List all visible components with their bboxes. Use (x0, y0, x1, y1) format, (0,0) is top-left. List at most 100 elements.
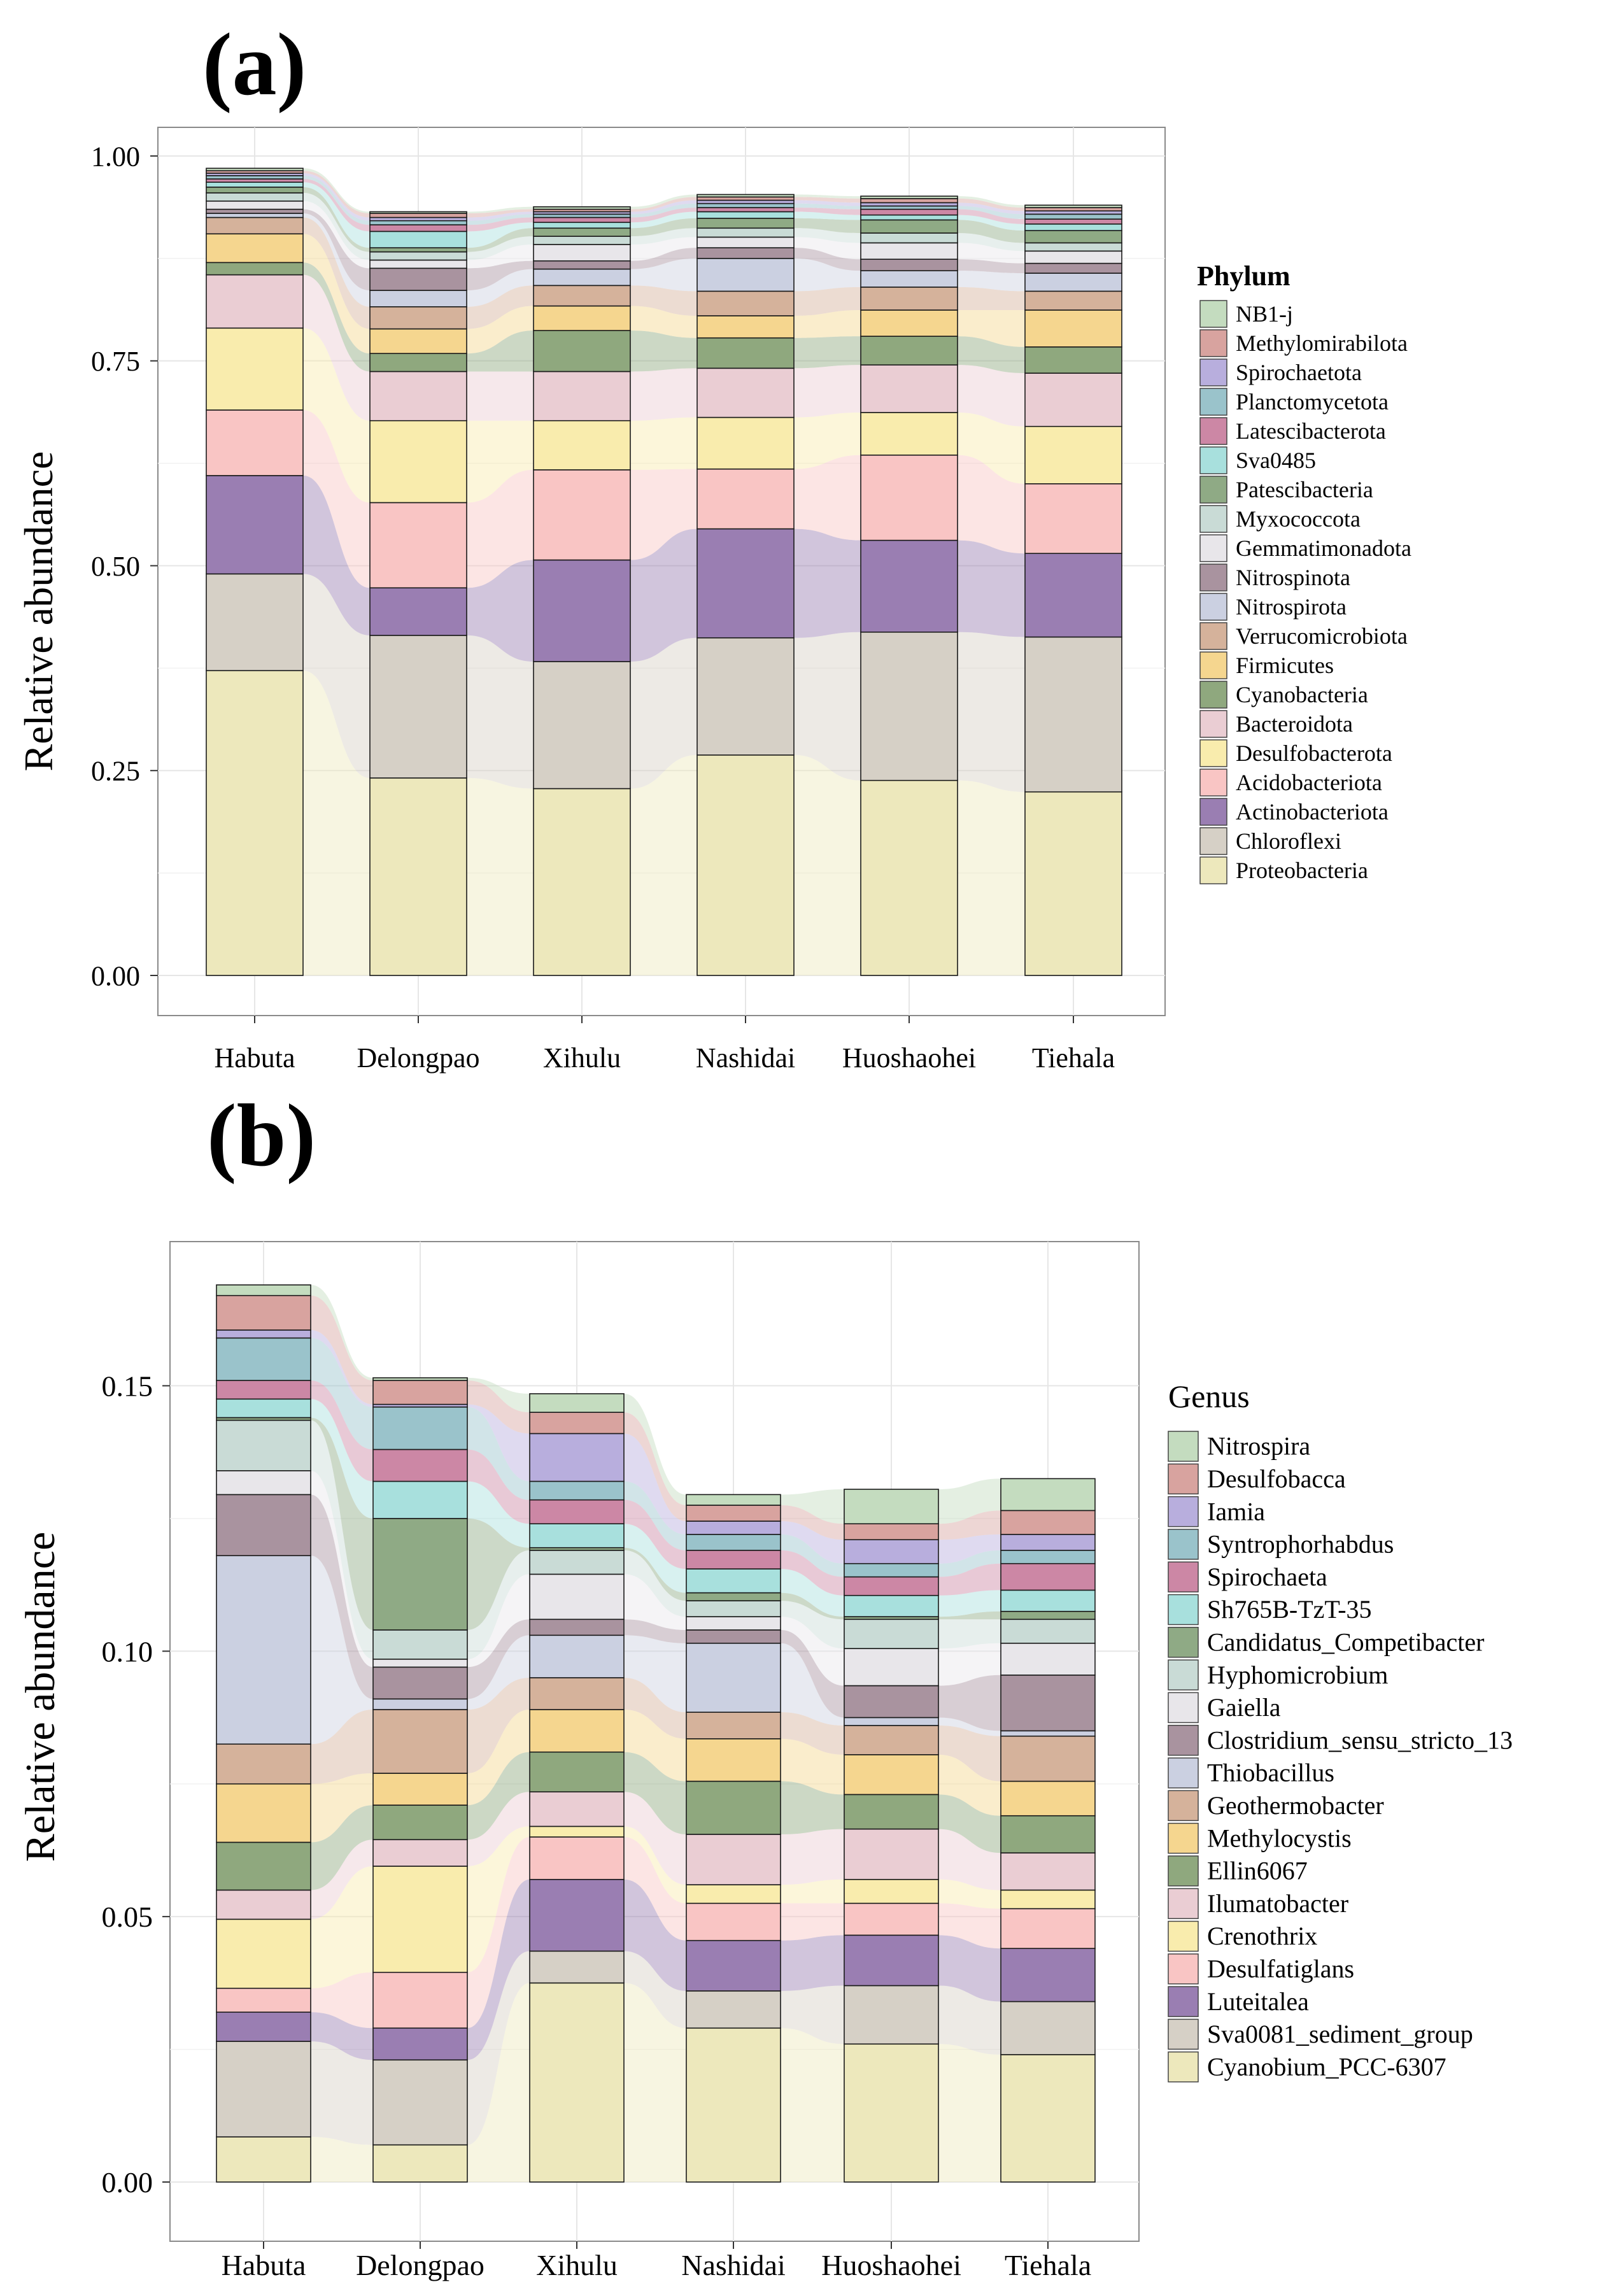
flow-Crenothrix (624, 1826, 686, 1904)
flow-Ilumatobacter (781, 1829, 844, 1885)
bar-segment-Gaiella (372, 1658, 468, 1668)
bar-segment-Myxococcota (369, 251, 467, 261)
bar-segment-Myxococcota (533, 236, 631, 245)
bar-segment-Crenothrix (686, 1884, 781, 1904)
flow-Firmicutes (958, 309, 1025, 347)
flow-Desulfobacca (938, 1510, 1001, 1540)
bar-segment-Methylocystis (529, 1709, 625, 1753)
bar-segment-Ellin6067 (686, 1780, 781, 1835)
bar-segment-Ellin6067 (529, 1751, 625, 1793)
legend-item: Nitrospira (1168, 1431, 1310, 1462)
bar-segment-Bacteroidota (533, 371, 631, 422)
bar-segment-Ilumatobacter (529, 1791, 625, 1827)
bar-segment-Proteobacteria (369, 777, 467, 976)
bar-segment-Bacteroidota (206, 274, 304, 329)
bar-segment-Nitrospirota (206, 213, 304, 218)
flow-Latescibacterota (630, 208, 697, 223)
bar-segment-Desulfobacca (216, 1294, 311, 1331)
bar-segment-Desulfobacca (529, 1412, 625, 1435)
flow-Sva0081_sediment_group (781, 1985, 844, 2044)
x-tick-label: Tiehala (1005, 2249, 1091, 2281)
bar-segment-NB1-j (860, 195, 958, 199)
flow-Cyanobacteria (467, 330, 534, 372)
bar-segment-Actinobacteriota (696, 528, 795, 639)
flow-Thiobacillus (781, 1643, 844, 1726)
legend-item: Chloroflexi (1199, 827, 1341, 855)
panel-a-ylabel: Relative abundance (16, 451, 61, 772)
y-axis: 0.00 0.25 0.50 0.75 1.00 (91, 141, 158, 991)
bar-segment-Latescibacterota (696, 207, 795, 213)
legend-swatch (1168, 1953, 1199, 1985)
bar-segment-Sh765B-TzT-35 (1000, 1589, 1096, 1612)
legend-swatch (1199, 505, 1227, 533)
flow-Myxococcota (303, 192, 370, 260)
flow-Cyanobium_PCC-6307 (624, 1983, 686, 2182)
bar-segment-Spirochaeta (1000, 1563, 1096, 1591)
flow-Desulfobacterota (303, 328, 370, 503)
bar-segment-Ilumatobacter (686, 1834, 781, 1885)
bar-segment-Hyphomicrobium (216, 1419, 311, 1471)
flow-Nitrospirota (467, 269, 534, 307)
bar-segment-Nitrospirota (369, 290, 467, 308)
flow-Candidatus_Competibacter (781, 1592, 844, 1620)
bar-segment-Myxococcota (206, 192, 304, 202)
flow-Verrucomicrobiota (794, 287, 861, 316)
bar-segment-Patescibacteria (533, 227, 631, 237)
bar-segment-Ilumatobacter (216, 1889, 311, 1920)
x-tick-label: Delongpao (357, 1042, 479, 1074)
legend-label: Candidatus_Competibacter (1207, 1627, 1484, 1656)
flow-Chloroflexi (794, 632, 861, 781)
bar-segment-Nitrospira (372, 1377, 468, 1381)
legend-swatch (1168, 1920, 1199, 1952)
legend-swatch (1168, 1463, 1199, 1495)
flow-Firmicutes (303, 234, 370, 354)
bar-segment-Hyphomicrobium (372, 1629, 468, 1660)
flow-Methylocystis (311, 1773, 373, 1843)
flow-Acidobacteriota (630, 469, 697, 560)
legend-item: Luteitalea (1168, 1986, 1309, 2017)
bar-segment-Chloroflexi (533, 661, 631, 790)
x-tick-label: Nashidai (681, 2249, 786, 2281)
bar-segment-Sva0485 (533, 222, 631, 229)
legend-item: Cyanobium_PCC-6307 (1168, 2051, 1446, 2083)
bar-Habuta (216, 1284, 311, 2183)
flow-Sva0485 (630, 211, 697, 229)
y-tick-label: 0.05 (102, 1901, 153, 1933)
bar-segment-Planctomycetota (1024, 213, 1122, 220)
flow-Spirochaetota (630, 200, 697, 215)
flow-Spirochaeta (624, 1499, 686, 1570)
flow-Patescibacteria (794, 218, 861, 233)
bar-segment-Spirochaeta (216, 1380, 311, 1400)
bar-segment-Clostridium_sensu_stricto_13 (686, 1629, 781, 1644)
alluvial-flows (311, 1285, 1001, 2182)
bar-segment-Desulfobacterota (533, 420, 631, 471)
bar-segment-Thiobacillus (686, 1642, 781, 1713)
flow-Nitrospira (311, 1285, 373, 1381)
legend-swatch (1168, 1724, 1199, 1756)
flow-Latescibacterota (303, 179, 370, 232)
flow-Sh765B-TzT-35 (624, 1524, 686, 1593)
legend-label: Nitrospirota (1236, 594, 1347, 620)
flow-Methylocystis (938, 1754, 1001, 1816)
legend-item: Candidatus_Competibacter (1168, 1627, 1484, 1658)
legend-swatch (1199, 388, 1227, 416)
bar-segment-NB1-j (369, 211, 467, 214)
bar-segment-Nitrospinota (369, 267, 467, 291)
legend-item: Geothermobacter (1168, 1790, 1384, 1822)
bar-segment-Sh765B-TzT-35 (686, 1568, 781, 1594)
flow-Hyphomicrobium (624, 1550, 686, 1617)
bar-segment-Desulfobacca (686, 1505, 781, 1522)
bar-segment-Thiobacillus (1000, 1730, 1096, 1737)
y-tick-label: 0.00 (91, 960, 140, 991)
flow-Candidatus_Competibacter (624, 1547, 686, 1601)
bar-segment-Acidobacteriota (696, 468, 795, 530)
flow-Cyanobium_PCC-6307 (938, 2044, 1001, 2182)
bar-segment-Cyanobium_PCC-6307 (686, 2027, 781, 2183)
legend-item: Iamia (1168, 1496, 1265, 1527)
bar-segment-Latescibacterota (1024, 218, 1122, 225)
flow-Methylocystis (624, 1709, 686, 1782)
legend-item: Verrucomicrobiota (1199, 622, 1408, 650)
bar-segment-Desulfatiglans (216, 1987, 311, 2013)
bar-segment-Iamia (844, 1539, 939, 1564)
legend-swatch (1199, 446, 1227, 474)
